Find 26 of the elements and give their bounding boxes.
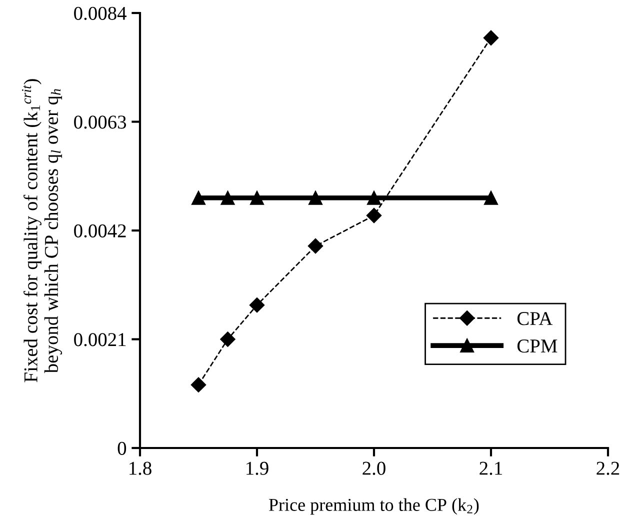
point [366, 208, 382, 224]
point [250, 190, 264, 205]
point [220, 190, 235, 205]
x-tick-label: 1.8 [130, 462, 152, 475]
legend-label: CPM [517, 340, 558, 353]
point [192, 190, 206, 205]
y-tick-label: 0.0063 [74, 116, 126, 129]
point [367, 190, 381, 205]
x-tick-label: 2.1 [480, 462, 502, 475]
y-tick-label: 0.0084 [74, 6, 126, 20]
y-tick-label: 0.0042 [74, 224, 126, 238]
point [483, 30, 499, 46]
point [190, 377, 206, 392]
x-tick-label: 2.2 [596, 462, 620, 475]
legend-label: CPA [517, 312, 553, 326]
point [249, 298, 265, 313]
point [220, 332, 236, 347]
x-tick-label: 2.0 [362, 462, 386, 475]
point [484, 190, 498, 205]
text: Fixed cost for quality of content (k$_{1}$$^{crit}$) beyond which CP chooses q$_{l}$ over q$_{h}$ [22, 79, 62, 382]
x-tick-label: 1.9 [246, 462, 268, 475]
point [308, 238, 324, 254]
y-tick-label: 0 [118, 442, 126, 455]
point [308, 190, 322, 205]
y-tick-label: 0.0021 [74, 333, 126, 346]
x-axis-title: Price premium to the CP (k$_{2}$) [268, 498, 479, 515]
